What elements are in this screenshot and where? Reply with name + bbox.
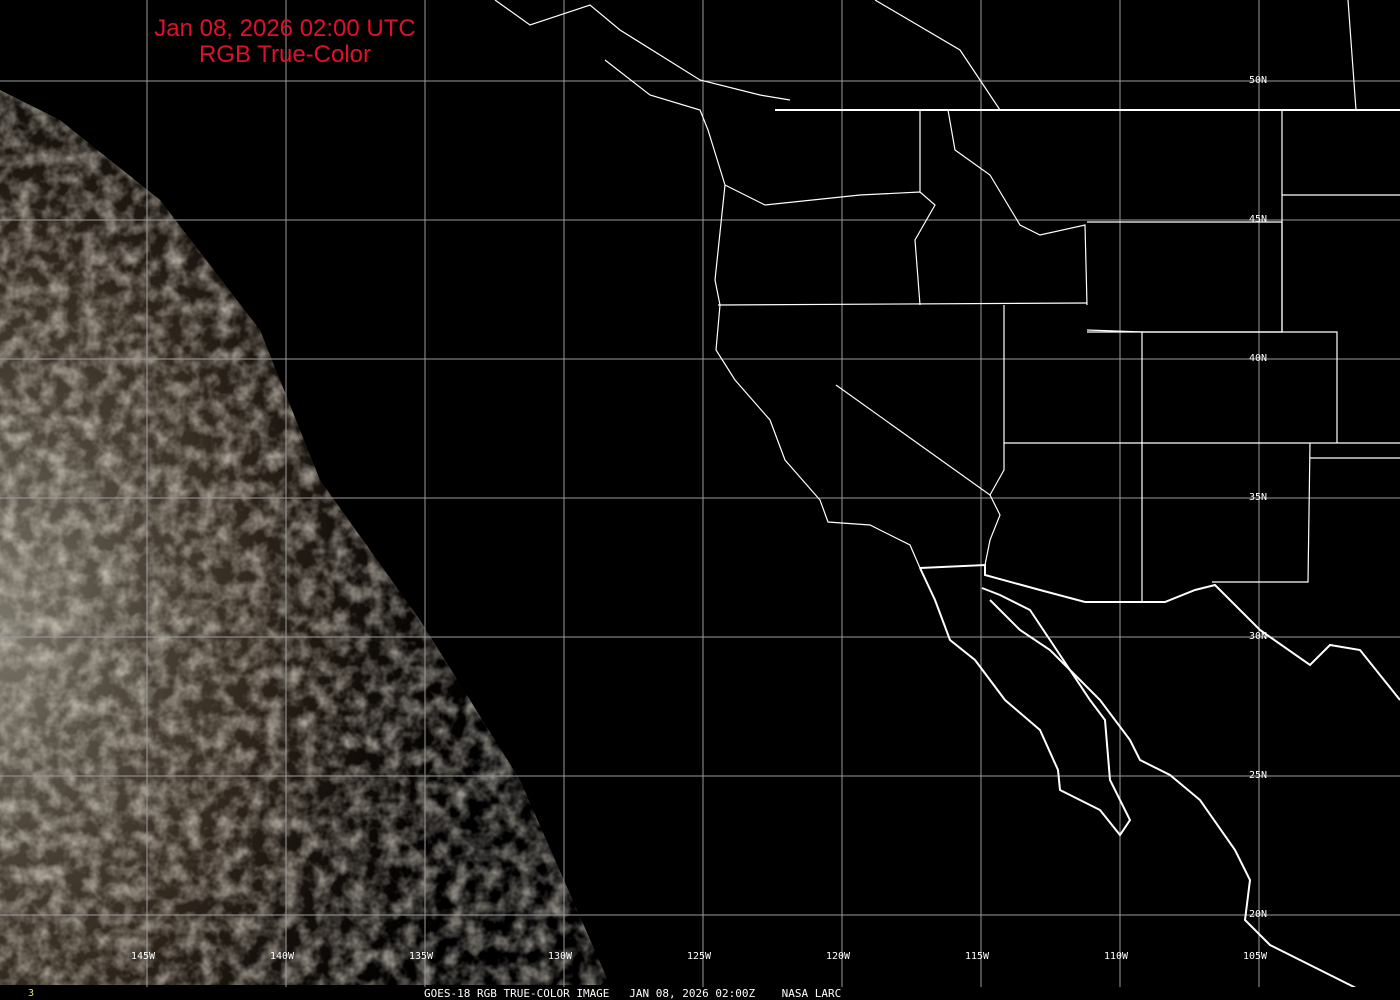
longitude-label: 145W xyxy=(131,951,156,962)
mexico-gulf-coastline xyxy=(989,599,1361,991)
longitude-label: 130W xyxy=(548,951,573,962)
longitude-label: 125W xyxy=(687,951,712,962)
latitude-label: 40N xyxy=(1249,353,1268,364)
longitude-label: 115W xyxy=(965,951,990,962)
cloud-field xyxy=(0,90,610,985)
latitude-label: 50N xyxy=(1249,75,1268,86)
or-ca-nv-line xyxy=(717,302,1088,306)
id-mt-border xyxy=(947,109,1088,306)
wa-or-border xyxy=(724,184,936,306)
nd-mn xyxy=(1347,0,1357,111)
longitude-label: 140W xyxy=(270,951,295,962)
co-border xyxy=(1142,331,1338,443)
nm-border xyxy=(1212,442,1311,583)
nv-ut-border xyxy=(989,305,1005,496)
title-datetime: Jan 08, 2026 02:00 UTC xyxy=(154,15,416,42)
canada-inland xyxy=(874,0,1001,111)
borders xyxy=(494,0,1400,991)
latitude-label: 30N xyxy=(1249,631,1268,642)
longitude-label: 105W xyxy=(1243,951,1268,962)
latitude-label: 20N xyxy=(1249,909,1268,920)
longitude-label: 120W xyxy=(826,951,851,962)
image-caption: GOES-18 RGB TRUE-COLOR IMAGE JAN 08, 202… xyxy=(424,987,842,1000)
wy-border xyxy=(1087,221,1283,333)
us-mexico-border xyxy=(919,563,1400,701)
ca-nv-border xyxy=(835,384,1001,566)
latitude-label: 25N xyxy=(1249,770,1268,781)
us-west-coastline xyxy=(604,59,921,569)
longitude-label: 110W xyxy=(1104,951,1129,962)
longitude-label: 135W xyxy=(409,951,434,962)
footer-bar xyxy=(0,987,1400,1000)
latitude-label: 35N xyxy=(1249,492,1268,503)
canada-coast xyxy=(494,0,791,101)
title-product: RGB True-Color xyxy=(198,41,372,68)
frame-number: 3 xyxy=(28,988,35,999)
baja-coastline xyxy=(919,567,1132,837)
ut-co xyxy=(1086,329,1143,602)
latitude-label: 45N xyxy=(1249,214,1268,225)
